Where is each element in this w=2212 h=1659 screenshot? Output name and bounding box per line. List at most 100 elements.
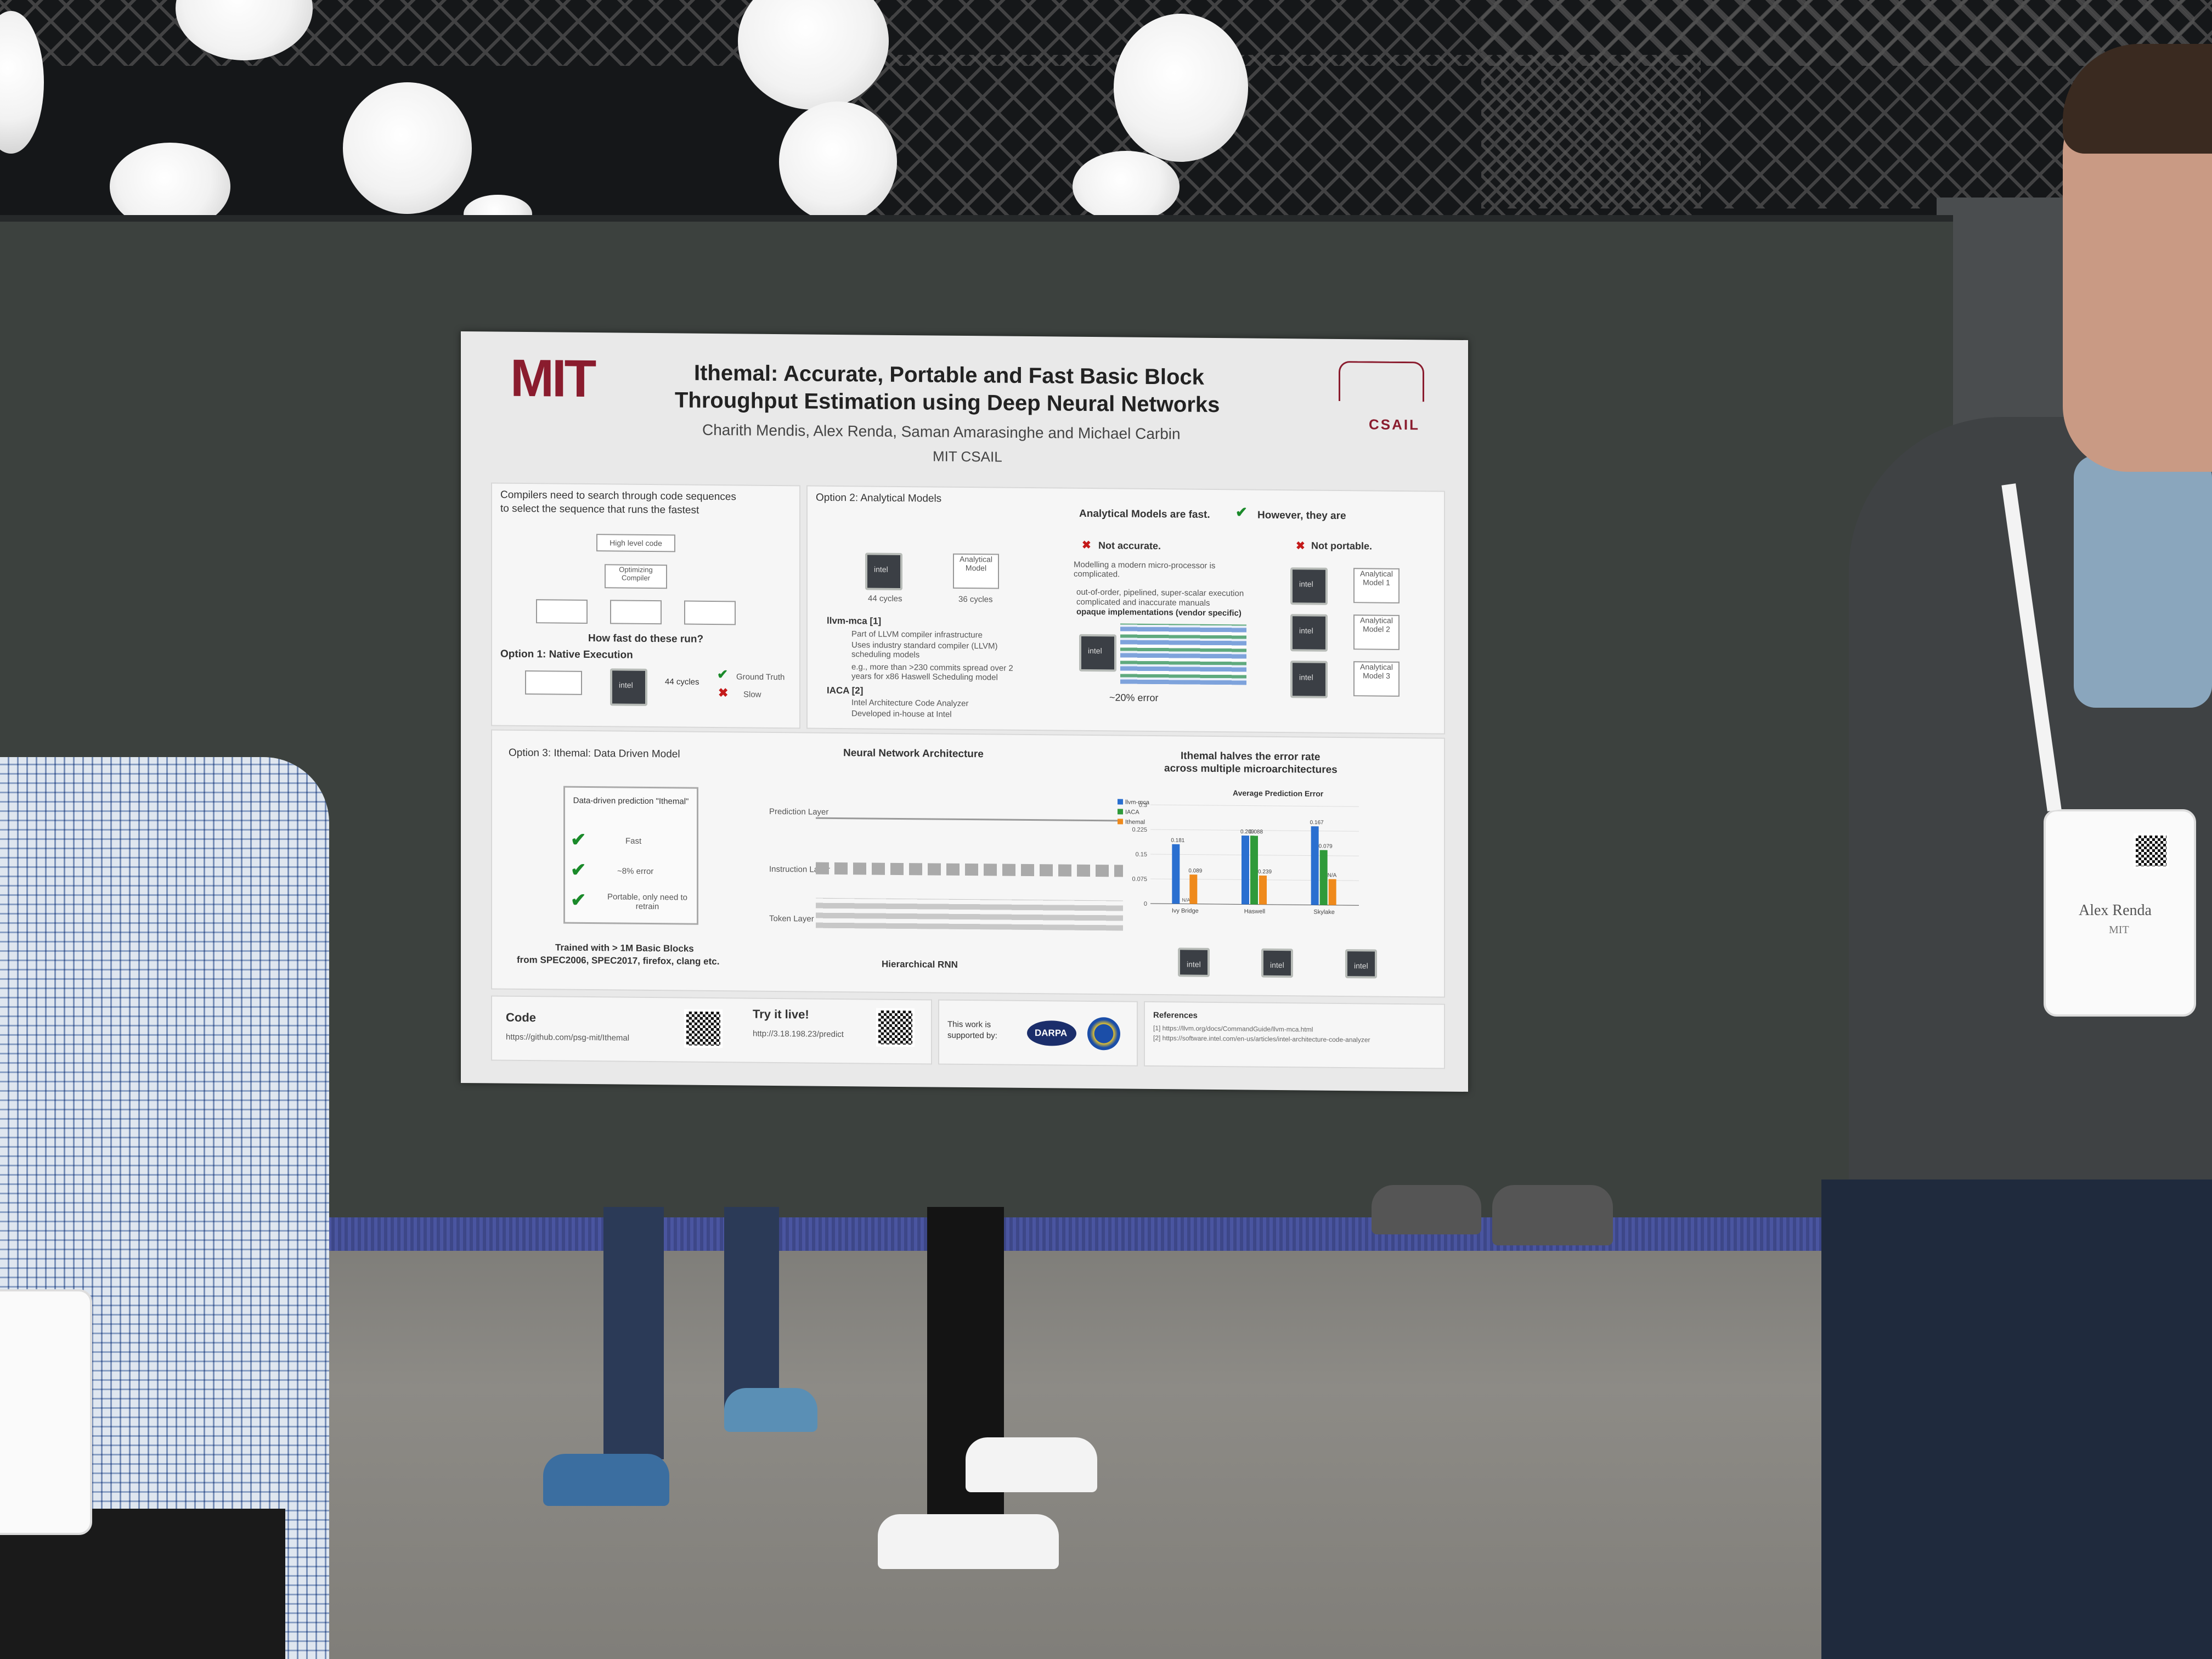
- error-label: ~20% error: [1109, 692, 1159, 704]
- slow-label: Slow: [743, 690, 761, 699]
- chart-legend-label: Ithemal: [1125, 819, 1145, 826]
- chart-data-label: 0.079: [1319, 843, 1333, 849]
- chart-x-tick: Skylake: [1313, 909, 1335, 916]
- intel-chip-icon: [1290, 661, 1328, 698]
- panel-links: Code https://github.com/psg-mit/Ithemal …: [491, 995, 932, 1065]
- shoe: [878, 1514, 1059, 1569]
- complication: out-of-order, pipelined, super-scalar ex…: [1076, 587, 1244, 599]
- panel-analytical: Option 2: Analytical Models Analytical M…: [806, 485, 1445, 735]
- research-poster: MIT Ithemal: Accurate, Portable and Fast…: [461, 331, 1468, 1092]
- left-cycles: 44 cycles: [868, 594, 902, 604]
- hanging-lamp: [779, 101, 897, 222]
- ithemal-box: Data-driven prediction "Ithemal" ✔ Fast …: [563, 786, 698, 925]
- panel-ithemal: Option 3: Ithemal: Data Driven Model Dat…: [491, 729, 1445, 998]
- check-icon: ✔: [571, 829, 586, 850]
- chart-bar: [1172, 844, 1180, 904]
- poster-authors: Charith Mendis, Alex Renda, Saman Amaras…: [702, 421, 1181, 443]
- support-line2: supported by:: [947, 1030, 997, 1041]
- halves-line1: Ithemal halves the error rate: [1181, 750, 1321, 763]
- nn-token-layer: [816, 898, 1123, 931]
- panel-references: References [1] https://llvm.org/docs/Com…: [1144, 1001, 1445, 1069]
- llvm-bullet: Uses industry standard compiler (LLVM) s…: [851, 640, 998, 660]
- chart-y-tick: 0.15: [1136, 851, 1147, 858]
- chart-data-label: N/A: [1182, 897, 1190, 902]
- chart-x-tick: Ivy Bridge: [1172, 907, 1199, 914]
- cross-icon: ✖: [1082, 539, 1091, 552]
- intro-question: How fast do these run?: [588, 633, 704, 645]
- badge-qr-code: [2134, 833, 2169, 868]
- iaca-bullet: Intel Architecture Code Analyzer: [851, 698, 969, 709]
- right-cycles: 36 cycles: [958, 594, 993, 605]
- try-label: Try it live!: [753, 1007, 809, 1022]
- chart-data-label: 0.167: [1310, 820, 1324, 826]
- ithemal-feature: ~8% error: [617, 866, 654, 877]
- hanging-lamp: [1073, 151, 1180, 222]
- chart-bar: [1242, 836, 1249, 905]
- nn-caption: Hierarchical RNN: [882, 958, 958, 970]
- chart-data-label: 0.209: [1240, 829, 1254, 835]
- cross-icon: ✖: [718, 686, 729, 700]
- person-leg: [724, 1207, 779, 1415]
- chart-y-tick: 0: [1144, 901, 1147, 907]
- check-icon: ✔: [1235, 504, 1248, 521]
- analytical-model-box: Analytical Model: [953, 553, 999, 589]
- nn-layer-label: Token Layer: [769, 913, 814, 924]
- chart-title: Average Prediction Error: [1233, 788, 1324, 798]
- option1-heading: Option 1: Native Execution: [500, 648, 633, 661]
- chart-x-tick: Haswell: [1244, 908, 1266, 915]
- fast-line: Analytical Models are fast.: [1079, 507, 1210, 521]
- try-url[interactable]: http://3.18.198.23/predict: [753, 1029, 844, 1040]
- nn-instruction-layer: [816, 862, 1123, 877]
- cross-icon: ✖: [1296, 540, 1305, 552]
- intel-chip-icon: [1290, 614, 1328, 652]
- check-icon: ✔: [571, 889, 586, 911]
- compiler-box: Optimizing Compiler: [605, 564, 667, 589]
- chart-y-tick: 0.225: [1132, 827, 1147, 833]
- shoe: [724, 1388, 817, 1432]
- intel-chip-icon: [1079, 634, 1116, 672]
- badge-left: [0, 1289, 92, 1535]
- chart-data-label: 0.239: [1258, 869, 1272, 875]
- person-right-jeans: [1821, 1180, 2212, 1659]
- shoe: [543, 1454, 669, 1506]
- poster-title-line1: Ithemal: Accurate, Portable and Fast Bas…: [694, 360, 1204, 390]
- references-heading: References: [1153, 1011, 1198, 1020]
- panel-support: This work is supported by: DARPA: [938, 999, 1138, 1066]
- hanging-lamp: [738, 0, 889, 110]
- complication: complicated and inaccurate manuals: [1076, 597, 1210, 608]
- pipeline-diagram: [1120, 623, 1246, 685]
- shoe: [1372, 1185, 1481, 1234]
- modelling-note: Modelling a modern micro-processor is co…: [1074, 560, 1216, 579]
- chart-gridline: [1150, 804, 1359, 807]
- panel-intro: Compilers need to search through code se…: [491, 482, 800, 729]
- csail-logo-graphic: [1339, 360, 1424, 402]
- chart-legend-swatch: [1118, 809, 1123, 815]
- code-url[interactable]: https://github.com/psg-mit/Ithemal: [506, 1032, 630, 1043]
- halves-line2: across multiple microarchitectures: [1164, 763, 1338, 776]
- not-portable: Not portable.: [1311, 540, 1372, 552]
- trained-line1: Trained with > 1M Basic Blocks: [555, 942, 694, 954]
- intel-chip-icon: [865, 552, 902, 591]
- ithemal-feature: Fast: [625, 836, 642, 846]
- reference-item: [1] https://llvm.org/docs/CommandGuide/l…: [1153, 1024, 1313, 1034]
- ground-truth-label: Ground Truth: [736, 672, 785, 682]
- badge-name: Alex Renda: [2079, 902, 2152, 919]
- chart-bar: [1311, 826, 1319, 905]
- chart-data-label: 0.181: [1171, 838, 1184, 844]
- code-label: Code: [506, 1010, 536, 1025]
- chart-data-label: 0.088: [1249, 829, 1263, 835]
- chart-data-label: N/A: [1328, 872, 1337, 878]
- iaca-heading: IACA [2]: [827, 685, 864, 696]
- code-qr-code[interactable]: [684, 1009, 723, 1048]
- poster-affiliation: MIT CSAIL: [933, 448, 1002, 465]
- try-qr-code[interactable]: [876, 1008, 915, 1047]
- reference-item: [2] https://software.intel.com/en-us/art…: [1153, 1034, 1370, 1044]
- shoe: [966, 1437, 1097, 1492]
- high-level-code-box: High level code: [596, 534, 675, 552]
- check-icon: ✔: [717, 667, 729, 682]
- check-icon: ✔: [571, 859, 586, 881]
- analytical-model-box: Analytical Model 3: [1353, 661, 1400, 697]
- person-leg: [603, 1207, 664, 1459]
- analytical-model-box: Analytical Model 1: [1353, 568, 1400, 603]
- chart-bar: [1250, 836, 1258, 905]
